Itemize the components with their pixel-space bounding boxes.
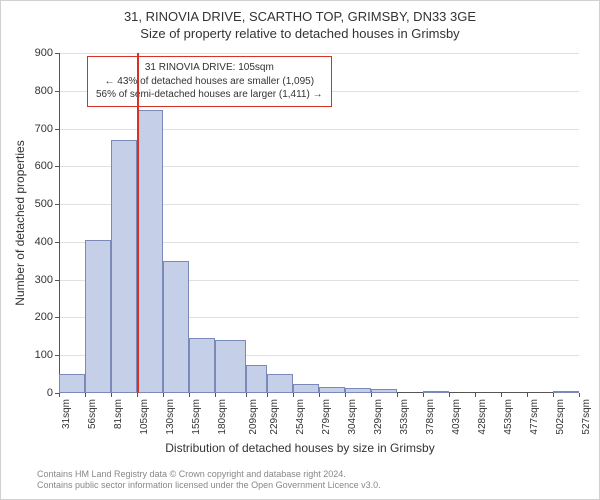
x-tick-mark bbox=[293, 393, 294, 397]
x-tick-label: 403sqm bbox=[451, 399, 462, 435]
histogram-bar bbox=[215, 340, 245, 393]
x-tick-label: 279sqm bbox=[321, 399, 332, 435]
histogram-bar bbox=[59, 374, 85, 393]
x-tick-label: 502sqm bbox=[555, 399, 566, 435]
histogram-bar bbox=[246, 365, 267, 393]
x-tick-mark bbox=[246, 393, 247, 397]
histogram-bar bbox=[189, 338, 215, 393]
y-tick-mark bbox=[55, 204, 59, 205]
x-tick-mark bbox=[371, 393, 372, 397]
y-tick-mark bbox=[55, 242, 59, 243]
x-tick-mark bbox=[163, 393, 164, 397]
x-tick-mark bbox=[267, 393, 268, 397]
x-tick-label: 105sqm bbox=[139, 399, 150, 435]
y-tick-mark bbox=[55, 53, 59, 54]
y-tick-label: 700 bbox=[35, 123, 53, 135]
x-tick-mark bbox=[345, 393, 346, 397]
x-tick-label: 31sqm bbox=[61, 399, 72, 429]
histogram-bar bbox=[267, 374, 293, 393]
x-tick-label: 329sqm bbox=[373, 399, 384, 435]
x-tick-label: 209sqm bbox=[248, 399, 259, 435]
x-tick-label: 353sqm bbox=[399, 399, 410, 435]
y-tick-label: 800 bbox=[35, 85, 53, 97]
x-tick-label: 254sqm bbox=[295, 399, 306, 435]
x-tick-mark bbox=[449, 393, 450, 397]
y-tick-label: 100 bbox=[35, 349, 53, 361]
y-axis-label: Number of detached properties bbox=[13, 58, 27, 223]
title-line1: 31, RINOVIA DRIVE, SCARTHO TOP, GRIMSBY,… bbox=[1, 9, 599, 24]
x-tick-label: 428sqm bbox=[477, 399, 488, 435]
x-tick-label: 56sqm bbox=[87, 399, 98, 429]
y-tick-mark bbox=[55, 129, 59, 130]
x-tick-label: 527sqm bbox=[581, 399, 592, 435]
y-tick-mark bbox=[55, 355, 59, 356]
x-tick-label: 378sqm bbox=[425, 399, 436, 435]
x-tick-mark bbox=[137, 393, 138, 397]
y-tick-label: 200 bbox=[35, 311, 53, 323]
chart-container: 31, RINOVIA DRIVE, SCARTHO TOP, GRIMSBY,… bbox=[0, 0, 600, 500]
x-tick-mark bbox=[59, 393, 60, 397]
histogram-bar bbox=[85, 240, 111, 393]
title-block: 31, RINOVIA DRIVE, SCARTHO TOP, GRIMSBY,… bbox=[1, 9, 599, 41]
x-tick-mark bbox=[579, 393, 580, 397]
x-tick-mark bbox=[501, 393, 502, 397]
x-tick-mark bbox=[319, 393, 320, 397]
attribution-line1: Contains HM Land Registry data © Crown c… bbox=[37, 469, 381, 480]
histogram-bar bbox=[163, 261, 189, 393]
y-tick-mark bbox=[55, 317, 59, 318]
x-tick-mark bbox=[475, 393, 476, 397]
histogram-bar bbox=[319, 387, 345, 393]
x-tick-label: 81sqm bbox=[113, 399, 124, 429]
histogram-bar bbox=[423, 391, 449, 393]
histogram-bar bbox=[345, 388, 371, 393]
x-tick-label: 130sqm bbox=[165, 399, 176, 435]
y-tick-mark bbox=[55, 280, 59, 281]
x-tick-mark bbox=[423, 393, 424, 397]
attribution: Contains HM Land Registry data © Crown c… bbox=[37, 469, 381, 492]
histogram-bar bbox=[137, 110, 163, 393]
x-tick-label: 453sqm bbox=[503, 399, 514, 435]
y-tick-label: 400 bbox=[35, 236, 53, 248]
histogram-bar bbox=[371, 389, 396, 393]
x-tick-mark bbox=[215, 393, 216, 397]
y-tick-label: 900 bbox=[35, 47, 53, 59]
histogram-bar bbox=[293, 384, 319, 393]
reference-line bbox=[137, 53, 139, 393]
x-tick-mark bbox=[111, 393, 112, 397]
x-tick-label: 155sqm bbox=[191, 399, 202, 435]
histogram-bar bbox=[553, 391, 579, 393]
plot-area: 31 RINOVIA DRIVE: 105sqm ← 43% of detach… bbox=[59, 53, 579, 393]
x-tick-mark bbox=[553, 393, 554, 397]
y-tick-label: 600 bbox=[35, 160, 53, 172]
y-tick-mark bbox=[55, 166, 59, 167]
x-axis-label: Distribution of detached houses by size … bbox=[1, 441, 599, 455]
x-tick-label: 304sqm bbox=[347, 399, 358, 435]
x-tick-label: 229sqm bbox=[269, 399, 280, 435]
attribution-line2: Contains public sector information licen… bbox=[37, 480, 381, 491]
x-tick-label: 180sqm bbox=[217, 399, 228, 435]
title-line2: Size of property relative to detached ho… bbox=[1, 26, 599, 41]
y-tick-mark bbox=[55, 91, 59, 92]
annotation-line3: 56% of semi-detached houses are larger (… bbox=[96, 88, 323, 102]
x-tick-mark bbox=[189, 393, 190, 397]
x-tick-mark bbox=[527, 393, 528, 397]
x-tick-label: 477sqm bbox=[529, 399, 540, 435]
x-tick-mark bbox=[397, 393, 398, 397]
y-tick-label: 0 bbox=[47, 387, 53, 399]
y-tick-label: 500 bbox=[35, 198, 53, 210]
annotation-box: 31 RINOVIA DRIVE: 105sqm ← 43% of detach… bbox=[87, 56, 332, 107]
y-tick-label: 300 bbox=[35, 274, 53, 286]
x-tick-mark bbox=[85, 393, 86, 397]
annotation-line2: ← 43% of detached houses are smaller (1,… bbox=[96, 75, 323, 89]
annotation-line1: 31 RINOVIA DRIVE: 105sqm bbox=[96, 61, 323, 75]
histogram-bar bbox=[111, 140, 136, 393]
